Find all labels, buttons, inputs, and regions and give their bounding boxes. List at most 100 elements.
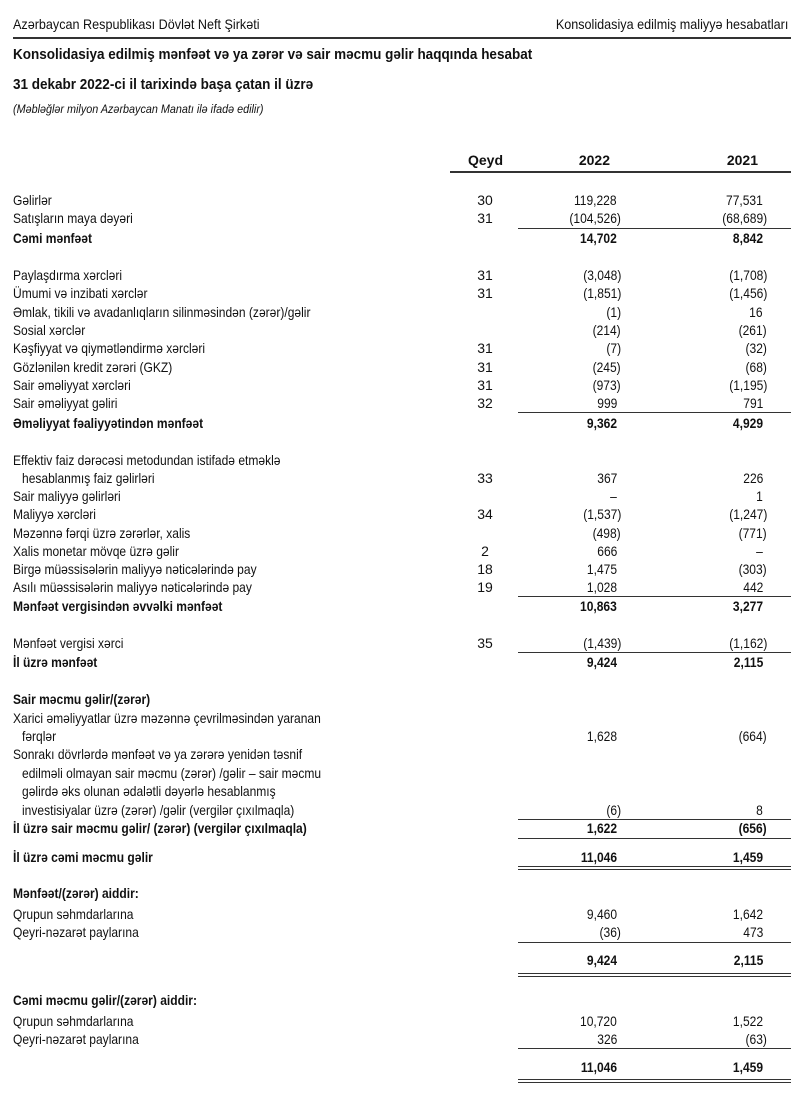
subtotal-rule (518, 412, 791, 414)
table-row: Qeyri-nəzarət paylarına 326 (63) (0, 1030, 800, 1048)
row-note: 31 (477, 267, 493, 283)
value-2022: 11,046 (580, 1059, 617, 1075)
value-2022: 10,720 (580, 1013, 617, 1029)
value-2022: 14,702 (580, 230, 617, 246)
header-divider (13, 37, 791, 39)
table-row: Asılı müəssisələrin maliyyə nəticələrind… (0, 578, 800, 596)
value-2021: (771) (738, 525, 767, 541)
row-label: Əməliyyat fəaliyyətindən mənfəət (13, 415, 204, 431)
value-2021: (32) (745, 340, 767, 356)
row-label: Qeyri-nəzarət paylarına (13, 1031, 139, 1047)
table-row: Sair maliyyə gəlirləri – 1 (0, 487, 800, 505)
row-label: İl üzrə mənfəət (13, 654, 98, 670)
table-row: İl üzrə mənfəət 9,424 2,115 (0, 653, 800, 671)
table-row: Sair məcmu gəlir/(zərər) (0, 690, 800, 708)
row-label: Xalis monetar mövqe üzrə gəlir (13, 543, 179, 559)
table-row: Məzənnə fərqi üzrə zərərlər, xalis (498) (… (0, 524, 800, 542)
value-2022: 1,475 (586, 561, 617, 577)
table-row: Birgə müəssisələrin maliyyə nəticələrind… (0, 560, 800, 578)
value-2021: (303) (738, 561, 767, 577)
value-2022: – (610, 488, 617, 504)
table-row: Qrupun səhmdarlarına 10,720 1,522 (0, 1012, 800, 1030)
row-note: 31 (477, 285, 493, 301)
table-row: Maliyyə xərcləri 34 (1,537) (1,247) (0, 505, 800, 523)
table-row: Mənfəət vergisindən əvvəlki mənfəət 10,86… (0, 597, 800, 615)
row-label: Gözlənilən kredit zərəri (GKZ) (13, 359, 173, 375)
value-2021: 1,459 (732, 849, 763, 865)
row-label: Birgə müəssisələrin maliyyə nəticələrind… (13, 561, 257, 577)
table-row: Xalis monetar mövqe üzrə gəlir 2 666 – (0, 542, 800, 560)
value-2022: 1,622 (586, 820, 617, 836)
value-2022: 326 (596, 1031, 617, 1047)
row-note: 30 (477, 192, 493, 208)
row-label: Qeyri-nəzarət paylarına (13, 924, 139, 940)
value-2021: (1,162) (728, 635, 767, 651)
value-2022: 9,424 (586, 952, 617, 968)
value-2021: 8,842 (732, 230, 763, 246)
value-2021: (261) (738, 322, 767, 338)
row-label: Ümumi və inzibati xərclər (13, 285, 148, 301)
table-row: Cəmi mənfəət 14,702 8,842 (0, 229, 800, 247)
row-note: 35 (477, 635, 493, 651)
value-2021: 791 (742, 395, 763, 411)
value-2022: 999 (596, 395, 617, 411)
value-2021: 2,115 (733, 654, 763, 670)
value-2022: (1,851) (582, 285, 621, 301)
double-total-rule (518, 973, 791, 975)
value-2022: 666 (596, 543, 617, 559)
table-row: Mənfəət/(zərər) aiddir: (0, 884, 800, 902)
row-note: 31 (477, 359, 493, 375)
row-label: Əmlak, tikili və avadanlıqların silinməs… (13, 304, 311, 320)
table-row: edilməli olmayan sair məcmu (zərər) /gəl… (0, 764, 800, 782)
row-label: Kəşfiyyat və qiymətləndirmə xərcləri (13, 340, 206, 356)
value-2021: 3,277 (732, 598, 763, 614)
subtotal-rule (518, 942, 791, 944)
table-row: 9,424 2,115 (0, 951, 800, 969)
value-2022: 1,628 (586, 728, 617, 744)
table-row: fərqlər 1,628 (664) (0, 727, 800, 745)
table-row: Paylaşdırma xərcləri 31 (3,048) (1,708) (0, 266, 800, 284)
row-label: Maliyyə xərcləri (13, 506, 96, 522)
page-title: Konsolidasiya edilmiş mənfəət və ya zərə… (13, 46, 533, 63)
header-document: Konsolidasiya edilmiş maliyyə hesabatlar… (555, 16, 788, 32)
value-2021: (1,195) (728, 377, 767, 393)
row-note: 19 (477, 579, 493, 595)
value-2022: (214) (592, 322, 621, 338)
table-row: Əməliyyat fəaliyyətindən mənfəət 9,362 4,9… (0, 414, 800, 432)
row-label: Paylaşdırma xərcləri (13, 267, 123, 283)
row-note: 34 (477, 506, 493, 522)
value-2021: (68,689) (722, 210, 767, 226)
row-label: hesablanmış faiz gəlirləri (22, 470, 155, 486)
value-2022: 119,228 (574, 192, 617, 208)
row-label: Sair əməliyyat xərcləri (13, 377, 131, 393)
value-2022: 10,863 (580, 598, 617, 614)
row-label: fərqlər (22, 728, 57, 744)
value-2021: – (756, 543, 763, 559)
value-2022: (36) (599, 924, 621, 940)
row-label: Mənfəət/(zərər) aiddir: (13, 885, 139, 901)
value-2021: 8 (756, 802, 763, 818)
row-label: edilməli olmayan sair məcmu (zərər) /gəl… (22, 765, 322, 781)
table-row: Kəşfiyyat və qiymətləndirmə xərcləri 31 (7… (0, 339, 800, 357)
subtotal-rule (518, 1048, 791, 1050)
double-total-rule (518, 1082, 791, 1084)
row-label: İl üzrə cəmi məcmu gəlir (13, 849, 153, 865)
table-row: Sosial xərclər (214) (261) (0, 321, 800, 339)
row-label: gəlirdə əks olunan ədalətli dəyərlə hesa… (22, 783, 276, 799)
row-label: Qrupun səhmdarlarına (13, 1013, 134, 1029)
col-note: Qeyd (468, 152, 504, 168)
row-label: Cəmi məcmu gəlir/(zərər) aiddir: (13, 992, 197, 1008)
value-2021: 1,459 (732, 1059, 763, 1075)
value-2022: 9,424 (586, 654, 617, 670)
table-row: Sair əməliyyat gəliri 32 999 791 (0, 394, 800, 412)
table-row: İl üzrə sair məcmu gəlir/ (zərər) (vergi… (0, 819, 800, 837)
row-label: Asılı müəssisələrin maliyyə nəticələrind… (13, 579, 252, 595)
value-2021: 473 (742, 924, 763, 940)
row-label: Satışların maya dəyəri (13, 210, 133, 226)
table-row: gəlirdə əks olunan ədalətli dəyərlə hesa… (0, 782, 800, 800)
double-total-rule (518, 976, 791, 978)
value-2022: (104,526) (569, 210, 621, 226)
value-2021: (68) (745, 359, 767, 375)
double-total-rule (518, 869, 791, 871)
value-2021: (664) (738, 728, 767, 744)
